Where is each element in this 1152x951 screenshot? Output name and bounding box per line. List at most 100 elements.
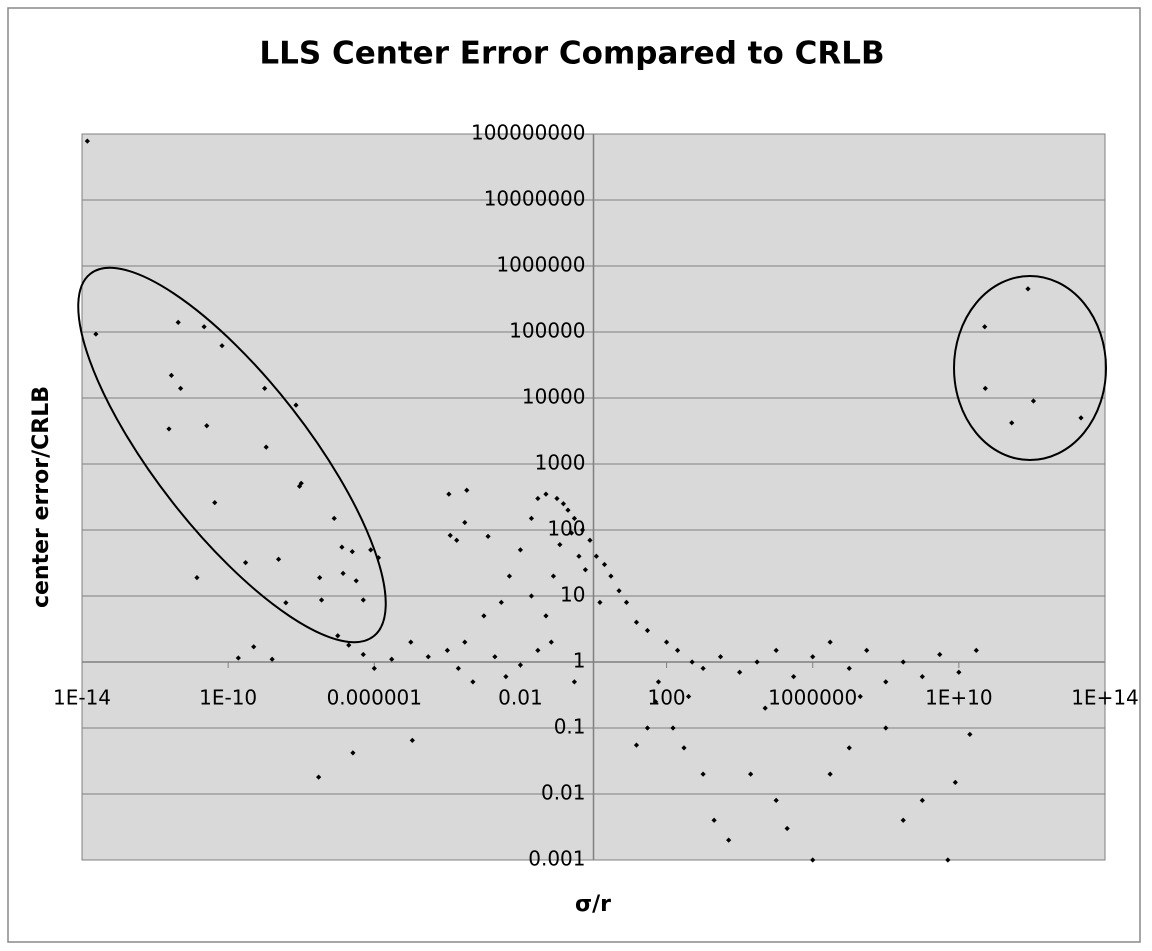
point (982, 385, 988, 391)
point (623, 599, 630, 605)
point (360, 597, 366, 603)
point (952, 779, 958, 785)
point (726, 837, 732, 843)
point (568, 530, 575, 536)
point (827, 771, 833, 777)
point (1030, 398, 1037, 404)
point (670, 725, 676, 731)
y-tick-label: 0.01 (541, 781, 586, 805)
point (503, 674, 509, 680)
y-tick-label: 100000 (509, 319, 585, 343)
point (194, 575, 200, 581)
point (576, 553, 582, 559)
point (773, 647, 779, 653)
point (582, 567, 588, 573)
point (674, 647, 681, 653)
point (900, 817, 906, 823)
point (557, 542, 563, 548)
point (810, 857, 816, 863)
point (269, 656, 275, 662)
point (571, 515, 577, 521)
y-tick-label: 0.001 (528, 847, 585, 871)
point (317, 575, 323, 581)
point (204, 423, 210, 429)
point (982, 324, 988, 330)
x-tick-label: 1E+14 (1071, 686, 1139, 710)
point (166, 426, 172, 432)
point (528, 515, 535, 521)
point (644, 725, 651, 731)
point (717, 654, 724, 660)
point (846, 665, 852, 671)
point (316, 774, 322, 780)
point (1009, 420, 1015, 426)
point (543, 613, 549, 619)
point (175, 319, 181, 325)
point (535, 495, 541, 502)
point (633, 742, 640, 748)
point (652, 699, 659, 705)
point (565, 507, 571, 513)
point (956, 669, 962, 675)
y-tick-label: 100 (547, 517, 585, 541)
point (579, 527, 586, 533)
point (773, 797, 779, 803)
x-tick-label: 0.01 (498, 686, 543, 710)
point (700, 665, 706, 671)
point (535, 647, 541, 653)
point (967, 731, 973, 737)
point (784, 825, 790, 832)
point (644, 627, 651, 634)
point (455, 665, 461, 671)
point (425, 654, 431, 660)
point (571, 679, 577, 685)
point (462, 519, 468, 526)
grid (81, 133, 1106, 861)
point (748, 771, 754, 777)
annotation-ellipse (77, 266, 387, 644)
point (462, 639, 468, 645)
point (587, 537, 593, 543)
point (864, 647, 870, 653)
point (543, 491, 549, 497)
point (791, 674, 797, 680)
point (528, 593, 535, 599)
point (900, 659, 906, 665)
chart-title: LLS Center Error Compared to CRLB (259, 36, 884, 72)
point (492, 654, 498, 660)
y-tick-label: 1 (573, 649, 586, 673)
x-tick-label: 1E-14 (53, 686, 111, 710)
x-tick-label: 0.000001 (327, 686, 422, 710)
point (754, 659, 760, 665)
point (84, 138, 90, 144)
point (810, 654, 816, 660)
point (375, 555, 382, 561)
point (339, 544, 345, 550)
point (616, 588, 622, 594)
point (608, 573, 614, 579)
point (293, 402, 299, 408)
point (597, 599, 603, 605)
point (711, 817, 717, 823)
annotation-ellipse (953, 275, 1107, 461)
point (633, 619, 640, 625)
point (1078, 415, 1084, 421)
point (700, 771, 706, 777)
point (346, 642, 352, 648)
point (554, 495, 560, 502)
point (762, 705, 768, 711)
point (318, 597, 325, 603)
point (235, 655, 241, 661)
point (446, 491, 452, 497)
point (689, 659, 695, 665)
point (283, 600, 289, 606)
point (655, 679, 662, 685)
point (548, 639, 554, 645)
point (350, 750, 356, 756)
point (857, 693, 863, 700)
point (883, 679, 889, 685)
y-axis-label: center error/CRLB (29, 386, 54, 608)
point (212, 500, 218, 506)
point (242, 560, 249, 566)
